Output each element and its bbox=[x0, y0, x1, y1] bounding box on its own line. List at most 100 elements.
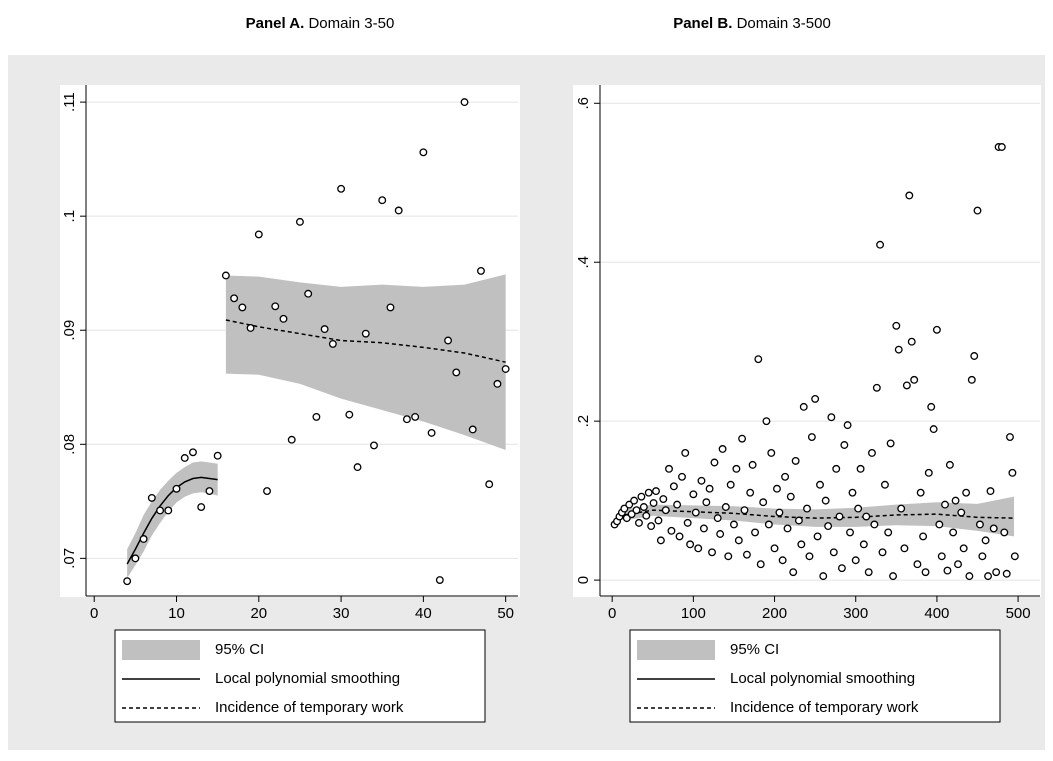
x-tick-label: 400 bbox=[924, 605, 949, 622]
scatter-point bbox=[832, 464, 841, 473]
scatter-point bbox=[997, 143, 1006, 151]
scatter-point bbox=[639, 503, 648, 511]
scatter-point bbox=[295, 217, 304, 226]
scatter-point bbox=[767, 449, 776, 457]
scatter-point bbox=[485, 480, 494, 489]
scatter-point bbox=[665, 464, 673, 473]
scatter-point bbox=[661, 506, 670, 515]
scatter-point bbox=[361, 329, 370, 338]
scatter-point bbox=[778, 556, 787, 565]
scatter-point bbox=[427, 428, 436, 437]
scatter-point bbox=[312, 412, 321, 421]
y-tick-label: .6 bbox=[575, 97, 592, 110]
scatter-point bbox=[902, 381, 911, 390]
legend-swatch bbox=[122, 640, 200, 660]
scatter-point bbox=[941, 500, 949, 509]
scatter-point bbox=[1002, 569, 1011, 578]
scatter-point bbox=[394, 206, 403, 215]
scatter-point bbox=[477, 266, 485, 275]
scatter-point bbox=[872, 383, 881, 392]
scatter-point bbox=[864, 568, 873, 577]
scatter-point bbox=[807, 433, 816, 442]
scatter-point bbox=[164, 506, 173, 515]
scatter-point bbox=[402, 415, 411, 424]
scatter-point bbox=[652, 487, 660, 496]
scatter-point bbox=[954, 560, 962, 569]
scatter-point bbox=[691, 508, 700, 517]
scatter-point bbox=[783, 524, 792, 533]
scatter-point bbox=[943, 566, 952, 575]
x-tick-label: 30 bbox=[333, 605, 350, 622]
scatter-point bbox=[702, 498, 711, 507]
scatter-point bbox=[328, 339, 337, 348]
scatter-point bbox=[627, 510, 636, 519]
scatter-point bbox=[675, 532, 684, 541]
scatter-point bbox=[762, 417, 771, 426]
scatter-point bbox=[848, 488, 857, 497]
scatter-point bbox=[732, 464, 741, 473]
scatter-point bbox=[907, 337, 916, 346]
scatter-point bbox=[916, 488, 925, 497]
scatter-point bbox=[811, 394, 820, 403]
scatter-point bbox=[992, 568, 1001, 577]
scatter-point bbox=[632, 506, 641, 515]
y-tick-label: 0 bbox=[575, 576, 592, 584]
panel-label: Panel B. bbox=[673, 15, 732, 32]
scatter-point bbox=[1008, 468, 1017, 477]
scatter-point bbox=[718, 445, 727, 453]
scatter-point bbox=[320, 325, 329, 334]
scatter-point bbox=[724, 552, 733, 561]
legend-label: 95% CI bbox=[215, 641, 264, 658]
scatter-point bbox=[905, 191, 914, 200]
scatter-point bbox=[981, 536, 990, 545]
x-tick-label: 0 bbox=[608, 605, 616, 622]
scatter-point bbox=[751, 528, 760, 537]
scatter-point bbox=[697, 476, 706, 485]
scatter-point bbox=[659, 495, 668, 503]
scatter-point bbox=[932, 325, 941, 334]
scatter-point bbox=[147, 493, 156, 502]
panel-title-text: Domain 3-500 bbox=[737, 15, 831, 32]
scatter-point bbox=[726, 480, 735, 489]
legend-label: Local polynomial smoothing bbox=[730, 670, 915, 687]
scatter-point bbox=[876, 240, 885, 249]
scatter-point bbox=[694, 544, 703, 553]
scatter-point bbox=[708, 548, 716, 557]
scatter-point bbox=[287, 435, 296, 444]
x-tick-label: 200 bbox=[762, 605, 787, 622]
scatter-point bbox=[683, 518, 692, 527]
y-tick-label: .07 bbox=[61, 548, 78, 569]
scatter-point bbox=[493, 379, 502, 388]
scatter-point bbox=[973, 206, 982, 215]
scatter-point bbox=[827, 413, 836, 422]
scatter-point bbox=[962, 488, 971, 497]
scatter-point bbox=[386, 303, 395, 312]
scatter-point bbox=[254, 230, 263, 239]
scatter-point bbox=[886, 439, 895, 448]
scatter-point bbox=[937, 552, 946, 561]
legend-label: Incidence of temporary work bbox=[730, 699, 919, 716]
scatter-point bbox=[411, 412, 420, 421]
scatter-point bbox=[738, 434, 747, 443]
scatter-point bbox=[452, 368, 461, 377]
x-tick-label: 500 bbox=[1006, 605, 1031, 622]
scatter-point bbox=[263, 487, 271, 496]
scatter-point bbox=[965, 572, 974, 581]
scatter-point bbox=[840, 441, 849, 449]
scatter-point bbox=[921, 568, 930, 577]
scatter-point bbox=[929, 425, 938, 434]
legend-label: 95% CI bbox=[730, 641, 779, 658]
scatter-point bbox=[681, 449, 690, 457]
scatter-point bbox=[1000, 528, 1009, 537]
scatter-point bbox=[889, 572, 898, 581]
scatter-point bbox=[862, 512, 871, 521]
scatter-point bbox=[799, 402, 808, 411]
scatter-point bbox=[644, 488, 653, 497]
scatter-point bbox=[378, 196, 387, 205]
scatter-point bbox=[279, 314, 288, 323]
scatter-point bbox=[819, 572, 828, 581]
scatter-point bbox=[689, 490, 698, 499]
scatter-point bbox=[978, 552, 987, 561]
scatter-point bbox=[967, 375, 976, 384]
scatter-point bbox=[221, 271, 230, 280]
